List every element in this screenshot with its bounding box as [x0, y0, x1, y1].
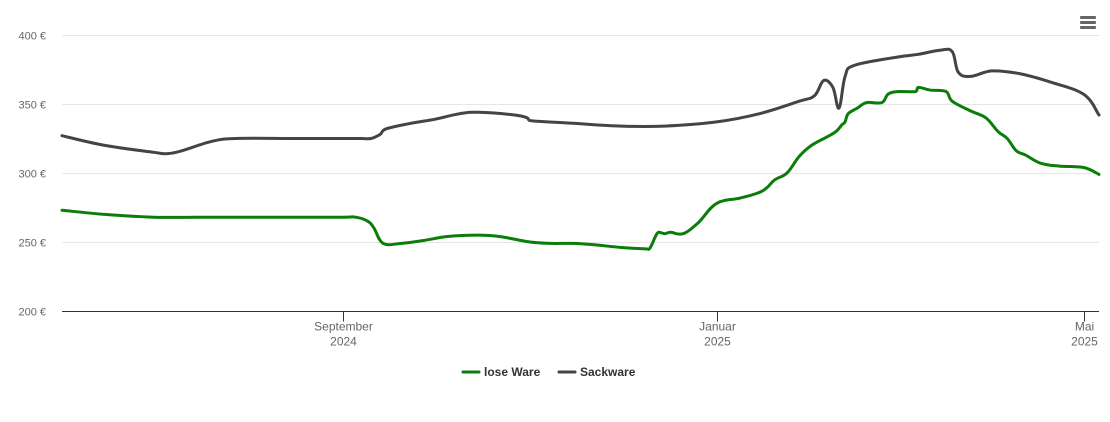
- legend[interactable]: lose Ware Sackware: [461, 365, 636, 379]
- series-lines[interactable]: [60, 47, 1101, 251]
- x-tick-label: September 2024: [314, 320, 373, 349]
- y-tick-label: 400 €: [18, 31, 46, 43]
- chart-menu-button[interactable]: [1078, 14, 1098, 32]
- series-line-lose-ware[interactable]: [60, 85, 1101, 251]
- y-tick-label: 200 €: [18, 307, 46, 319]
- y-tick-label: 250 €: [18, 238, 46, 250]
- y-tick-label: 350 €: [18, 100, 46, 112]
- x-tick-label-month: Mai: [1075, 320, 1094, 334]
- series-line-sackware[interactable]: [60, 47, 1101, 156]
- x-tick-label-month: Januar: [699, 320, 736, 334]
- legend-item-lose-ware[interactable]: lose Ware: [461, 365, 541, 379]
- x-tick-label: Januar 2025: [699, 320, 736, 349]
- x-tick-label-year: 2025: [704, 335, 731, 349]
- legend-item-sackware[interactable]: Sackware: [557, 365, 636, 379]
- x-tick-label-year: 2025: [1071, 335, 1098, 349]
- legend-label: Sackware: [580, 365, 636, 379]
- hamburger-menu-icon: [1080, 16, 1096, 29]
- y-tick-label: 300 €: [18, 169, 46, 181]
- y-axis-labels: 200 € 250 € 300 € 350 € 400 €: [18, 31, 46, 319]
- legend-label: lose Ware: [484, 365, 541, 379]
- x-tick-label-year: 2024: [330, 335, 357, 349]
- x-tick-label-month: September: [314, 320, 373, 334]
- x-tick-label: Mai 2025: [1071, 320, 1098, 349]
